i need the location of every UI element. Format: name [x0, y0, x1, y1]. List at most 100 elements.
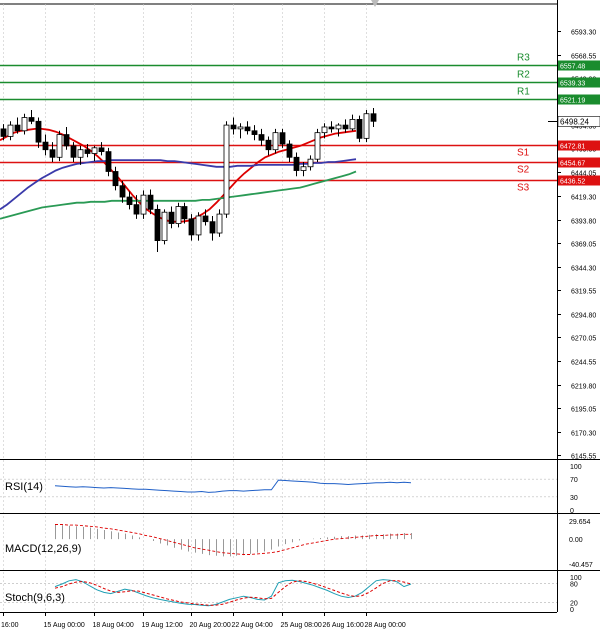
stochastic-tick-label: 100 — [570, 575, 582, 582]
candle-body — [307, 158, 314, 168]
price-axis-ticks: 6593.306568.556543.806519.056494.306469.… — [557, 30, 596, 461]
candle-up — [314, 128, 321, 163]
resistance-price-box — [558, 77, 600, 88]
rsi-axis-ticks: 100 70 30 0 — [570, 464, 582, 515]
candle-up — [7, 121, 14, 141]
macd-panel: 29.654 0.00 -40.457 MACD(12,26,9) — [0, 519, 600, 571]
candle-down — [70, 142, 77, 163]
candle-down — [147, 189, 154, 215]
stochastic-level-lines — [0, 583, 557, 603]
candle-body — [223, 124, 230, 215]
time-tick-label: 26 Aug 16:00 — [323, 622, 364, 629]
candle-body — [168, 211, 175, 224]
ma-slow-line — [0, 170, 357, 220]
candle-down — [209, 215, 216, 241]
candle-body — [112, 171, 119, 187]
stochastic-d-line — [54, 579, 412, 606]
stochastic-k-line — [54, 579, 412, 607]
candle-down — [279, 128, 286, 148]
candle-down — [119, 180, 126, 203]
time-tick-label: 25 Aug 08:00 — [281, 622, 322, 629]
support-price-label: 6472.81 — [560, 144, 585, 151]
resistance-name: R2 — [517, 70, 530, 81]
candle-down — [112, 166, 119, 191]
price-tick-label: 6195.05 — [571, 407, 596, 414]
macd-axis-ticks: 29.654 0.00 -40.457 — [569, 519, 593, 569]
candle-body — [91, 147, 98, 154]
candle-body — [300, 166, 307, 171]
resistance-price-box — [558, 94, 600, 105]
candle-body — [98, 147, 105, 153]
macd-tick-label: 29.654 — [569, 519, 591, 526]
candle-body — [265, 139, 272, 151]
rsi-tick-label: 30 — [570, 495, 578, 502]
candle-down — [286, 140, 293, 163]
candle-down — [0, 124, 7, 141]
candle-up — [237, 123, 244, 139]
candle-body — [70, 145, 77, 158]
stochastic-tick-label: 80 — [570, 581, 578, 588]
candle-down — [154, 204, 161, 252]
support-price-label: 6436.52 — [560, 179, 585, 186]
resistance-name: R1 — [517, 87, 530, 98]
candle-body — [147, 194, 154, 210]
candle-body — [56, 134, 63, 158]
candle-up — [161, 209, 168, 245]
candle-down — [63, 126, 70, 150]
resistance-price-label: 6539.33 — [560, 81, 585, 88]
time-tick-label: 22 Aug 04:00 — [232, 622, 273, 629]
candle-down — [35, 117, 42, 148]
price-tick-label: 6170.30 — [571, 431, 596, 438]
candle-up — [216, 209, 223, 237]
candle-body — [335, 124, 342, 130]
candle-down — [370, 108, 377, 127]
candle-up — [175, 202, 182, 228]
time-tick-label: 20 Aug 20:00 — [190, 622, 231, 629]
candle-body — [230, 124, 237, 130]
stochastic-lines — [54, 579, 412, 607]
candle-down — [356, 115, 363, 143]
candle-body — [7, 124, 14, 137]
candle-body — [84, 149, 91, 154]
candle-up — [363, 109, 370, 143]
candle-body — [209, 221, 216, 234]
rsi-panel: 100 70 30 0 RSI(14) — [0, 464, 600, 515]
price-tick-label: 6444.05 — [571, 171, 596, 178]
candle-body — [21, 117, 28, 132]
candle-body — [195, 215, 202, 236]
price-tick-label: 6270.05 — [571, 336, 596, 343]
candle-down — [251, 125, 258, 141]
macd-tick-label: 0.00 — [569, 537, 583, 544]
candle-up — [335, 123, 342, 137]
candle-up — [21, 113, 28, 135]
candle-body — [279, 132, 286, 145]
candle-body — [175, 206, 182, 224]
candle-body — [0, 128, 7, 137]
candle-down — [105, 147, 112, 177]
candle-body — [105, 151, 112, 172]
candle-down — [258, 128, 265, 146]
price-tick-label: 6593.30 — [571, 30, 596, 37]
candle-down — [293, 152, 300, 177]
resistance-price-label: 6557.48 — [560, 64, 585, 71]
candle-up — [77, 145, 84, 165]
candle-down — [126, 191, 133, 210]
candle-body — [216, 213, 223, 234]
price-panel: 6593.306568.556543.806519.056494.306469.… — [0, 0, 600, 612]
support-price-box — [558, 175, 600, 186]
candle-down — [84, 144, 91, 158]
candle-down — [98, 142, 105, 156]
candle-body — [35, 120, 42, 143]
candle-down — [49, 142, 56, 163]
scroll-marker-icon[interactable] — [371, 0, 379, 7]
candle-body — [258, 134, 265, 141]
candle-down — [188, 214, 195, 241]
candle-body — [126, 196, 133, 206]
candle-body — [133, 204, 140, 215]
candle-body — [42, 141, 49, 151]
rsi-tick-label: 0 — [570, 508, 574, 515]
candle-up — [223, 121, 230, 218]
resistance-price-box — [558, 60, 600, 71]
candle-body — [237, 126, 244, 130]
rsi-tick-label: 70 — [570, 477, 578, 484]
